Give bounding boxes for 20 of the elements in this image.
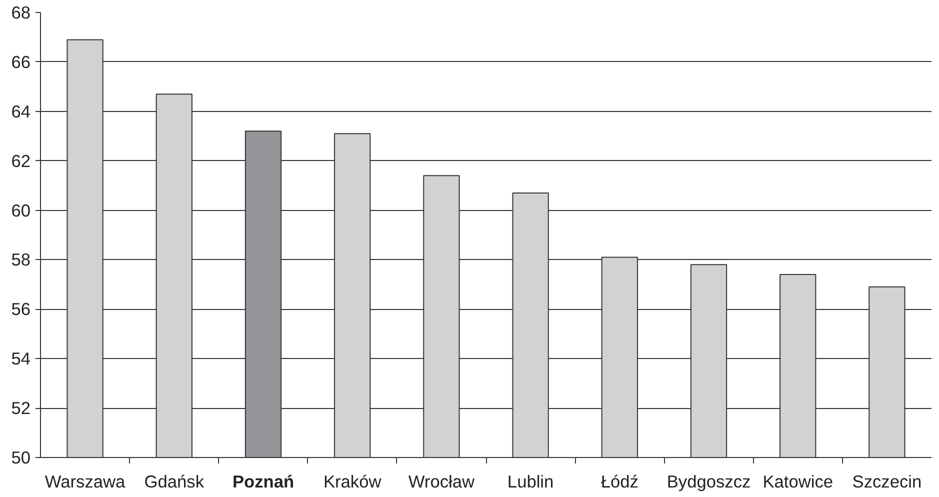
- x-tick-label: Bydgoszcz: [666, 472, 751, 492]
- x-tick-label: Gdańsk: [144, 472, 204, 492]
- y-tick-label: 64: [11, 101, 31, 122]
- x-tick-label: Katowice: [762, 472, 834, 492]
- y-tick-label: 60: [11, 200, 31, 220]
- x-tick-label: Łódź: [600, 472, 638, 492]
- x-tick-label: Szczecin: [852, 472, 922, 492]
- y-tick-label: 52: [11, 398, 31, 418]
- y-tick-label: 56: [11, 299, 31, 320]
- x-tick-label: Lublin: [507, 472, 554, 492]
- y-tick-label: 62: [11, 150, 31, 171]
- x-tick-label: Poznań: [232, 472, 294, 492]
- y-tick-label: 68: [11, 2, 31, 22]
- y-tick-label: 58: [11, 250, 31, 270]
- x-tick-label: Wrocław: [408, 472, 475, 492]
- x-tick-label: Warszawa: [44, 472, 126, 492]
- x-tick-label: Kraków: [323, 472, 382, 492]
- y-tick-label: 50: [11, 448, 31, 468]
- y-tick-label: 66: [11, 52, 31, 72]
- y-tick-label: 54: [11, 348, 31, 369]
